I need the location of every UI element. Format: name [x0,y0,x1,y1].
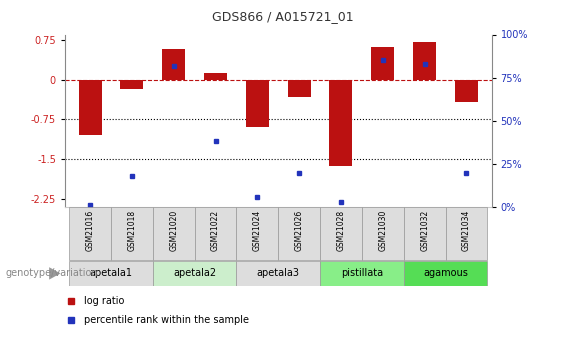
Bar [279,207,320,260]
Bar [288,80,311,97]
Polygon shape [49,267,60,279]
Text: agamous: agamous [423,268,468,278]
Text: GSM21022: GSM21022 [211,210,220,251]
Text: GSM21018: GSM21018 [127,210,136,251]
Bar [194,207,236,260]
Bar [79,80,102,135]
Bar [246,80,269,127]
Text: GSM21034: GSM21034 [462,210,471,251]
Text: pistillata: pistillata [341,268,383,278]
Bar [413,42,436,80]
Bar [204,73,227,80]
Text: GSM21020: GSM21020 [169,210,178,251]
Text: percentile rank within the sample: percentile rank within the sample [84,315,249,325]
Bar [236,261,320,286]
Bar [153,207,194,260]
Text: genotype/variation: genotype/variation [6,268,98,278]
Text: GSM21026: GSM21026 [295,210,303,251]
Bar [162,49,185,80]
Text: apetala1: apetala1 [89,268,132,278]
Bar [455,80,478,102]
Text: log ratio: log ratio [84,296,124,306]
Bar [320,261,404,286]
Text: GSM21024: GSM21024 [253,210,262,251]
Bar [404,207,446,260]
Bar [362,207,404,260]
Bar [404,261,488,286]
Bar [69,261,153,286]
Bar [120,80,144,89]
Bar [111,207,153,260]
Bar [69,207,111,260]
Bar [320,207,362,260]
Text: GSM21028: GSM21028 [337,210,345,251]
Text: GSM21016: GSM21016 [85,210,94,251]
Text: apetala2: apetala2 [173,268,216,278]
Text: GDS866 / A015721_01: GDS866 / A015721_01 [212,10,353,23]
Bar [153,261,236,286]
Bar [446,207,488,260]
Text: GSM21030: GSM21030 [379,210,388,251]
Bar [236,207,279,260]
Bar [329,80,353,166]
Text: GSM21032: GSM21032 [420,210,429,251]
Bar [371,47,394,80]
Text: apetala3: apetala3 [257,268,300,278]
